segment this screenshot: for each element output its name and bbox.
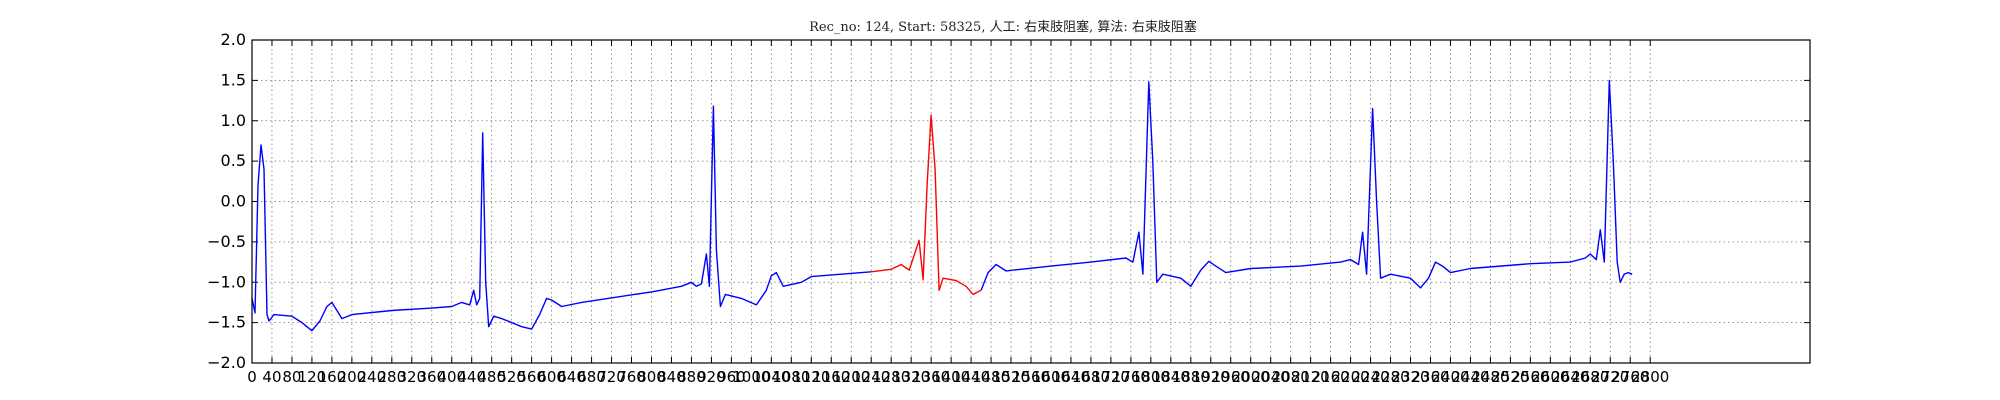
x-tick-label: 1400 bbox=[932, 368, 970, 386]
x-tick-label: 40 bbox=[262, 368, 281, 386]
x-tick-label: 1040 bbox=[752, 368, 790, 386]
x-tick-label: 760 bbox=[617, 368, 646, 386]
x-tick-label: 1320 bbox=[892, 368, 930, 386]
x-tick-label: 240 bbox=[358, 368, 387, 386]
x-tick-label: 2320 bbox=[1391, 368, 1429, 386]
x-tick-label: 160 bbox=[318, 368, 347, 386]
x-tick-label: 1640 bbox=[1052, 368, 1090, 386]
x-tick-label: 2400 bbox=[1431, 368, 1469, 386]
ecg-series-line-1 bbox=[251, 105, 872, 332]
y-tick-label: −1.5 bbox=[207, 313, 246, 332]
x-tick-label: 2600 bbox=[1531, 368, 1569, 386]
x-tick-label: 2280 bbox=[1371, 368, 1409, 386]
x-tick-label: 1800 bbox=[1132, 368, 1170, 386]
x-tick-label: 1920 bbox=[1192, 368, 1230, 386]
x-tick-label: 1720 bbox=[1092, 368, 1130, 386]
y-axis: 2.0 1.5 1.0 0.5 0.0 −0.5 −1.0 −1.5 −2.0 bbox=[207, 30, 1810, 372]
x-tick-label: 1120 bbox=[792, 368, 830, 386]
x-tick-label: 440 bbox=[457, 368, 486, 386]
x-tick-label: 2640 bbox=[1551, 368, 1589, 386]
y-tick-label: 0.5 bbox=[221, 151, 246, 170]
series bbox=[251, 79, 1633, 332]
x-tick-label: 1360 bbox=[912, 368, 950, 386]
x-tick-label: 2560 bbox=[1511, 368, 1549, 386]
x-tick-label: 2080 bbox=[1272, 368, 1310, 386]
x-tick-label: 280 bbox=[378, 368, 407, 386]
y-tick-label: 2.0 bbox=[221, 30, 246, 49]
x-tick-label: 960 bbox=[717, 368, 746, 386]
x-tick-label: 120 bbox=[298, 368, 327, 386]
x-tick-label: 880 bbox=[677, 368, 706, 386]
x-tick-label: 1160 bbox=[812, 368, 850, 386]
x-tick-label: 1840 bbox=[1152, 368, 1190, 386]
x-tick-label: 1880 bbox=[1172, 368, 1210, 386]
x-tick-label: 1000 bbox=[732, 368, 770, 386]
x-axis: 0 40 8012016020024028032036040044048052056… bbox=[247, 40, 1669, 386]
x-tick-label: 2240 bbox=[1351, 368, 1389, 386]
y-tick-label: −2.0 bbox=[207, 353, 246, 372]
x-tick-label: 2000 bbox=[1232, 368, 1270, 386]
x-tick-label: 2520 bbox=[1491, 368, 1529, 386]
x-tick-label: 720 bbox=[597, 368, 626, 386]
x-tick-label: 2160 bbox=[1312, 368, 1350, 386]
x-tick-label: 2200 bbox=[1331, 368, 1369, 386]
x-tick-label: 480 bbox=[477, 368, 506, 386]
x-tick-label: 1240 bbox=[852, 368, 890, 386]
chart-title: Rec_no: 124, Start: 58325, 人工: 右束肢阻塞, 算法… bbox=[809, 19, 1197, 35]
x-tick-label: 1600 bbox=[1032, 368, 1070, 386]
x-tick-label: 0 bbox=[247, 368, 257, 386]
x-tick-label: 2800 bbox=[1631, 368, 1669, 386]
x-tick-label: 360 bbox=[417, 368, 446, 386]
y-tick-label: −1.0 bbox=[207, 272, 246, 291]
x-tick-label: 80 bbox=[282, 368, 301, 386]
grid bbox=[252, 40, 1810, 363]
x-tick-label: 1080 bbox=[772, 368, 810, 386]
x-tick-label: 2480 bbox=[1471, 368, 1509, 386]
y-tick-label: 0.0 bbox=[221, 192, 246, 211]
x-tick-label: 1520 bbox=[992, 368, 1030, 386]
x-tick-label: 1760 bbox=[1112, 368, 1150, 386]
x-tick-label: 2360 bbox=[1411, 368, 1449, 386]
x-tick-label: 1280 bbox=[872, 368, 910, 386]
x-tick-label: 920 bbox=[697, 368, 726, 386]
x-tick-label: 1480 bbox=[972, 368, 1010, 386]
x-tick-label: 680 bbox=[577, 368, 606, 386]
ecg-series-line-3 bbox=[980, 79, 1633, 291]
x-tick-label: 1440 bbox=[952, 368, 990, 386]
x-tick-label: 2440 bbox=[1451, 368, 1489, 386]
x-tick-label: 320 bbox=[397, 368, 426, 386]
x-tick-label: 600 bbox=[537, 368, 566, 386]
x-tick-label: 2040 bbox=[1252, 368, 1290, 386]
x-tick-label: 840 bbox=[657, 368, 686, 386]
x-tick-label: 800 bbox=[637, 368, 666, 386]
y-tick-label: 1.5 bbox=[221, 70, 246, 89]
x-tick-label: 640 bbox=[557, 368, 586, 386]
x-tick-label: 2720 bbox=[1591, 368, 1629, 386]
x-tick-label: 2680 bbox=[1571, 368, 1609, 386]
x-tick-label: 2760 bbox=[1611, 368, 1649, 386]
x-tick-label: 1200 bbox=[832, 368, 870, 386]
y-tick-label: −0.5 bbox=[207, 232, 246, 251]
x-tick-label: 2120 bbox=[1292, 368, 1330, 386]
x-tick-label: 400 bbox=[437, 368, 466, 386]
y-tick-label: 1.0 bbox=[221, 111, 246, 130]
plot-frame bbox=[251, 39, 1811, 364]
x-tick-label: 560 bbox=[517, 368, 546, 386]
x-tick-label: 1960 bbox=[1212, 368, 1250, 386]
x-tick-label: 200 bbox=[338, 368, 367, 386]
x-tick-label: 1560 bbox=[1012, 368, 1050, 386]
ecg-series-line-2 bbox=[871, 114, 982, 296]
x-tick-label: 1680 bbox=[1072, 368, 1110, 386]
x-tick-label: 520 bbox=[497, 368, 526, 386]
